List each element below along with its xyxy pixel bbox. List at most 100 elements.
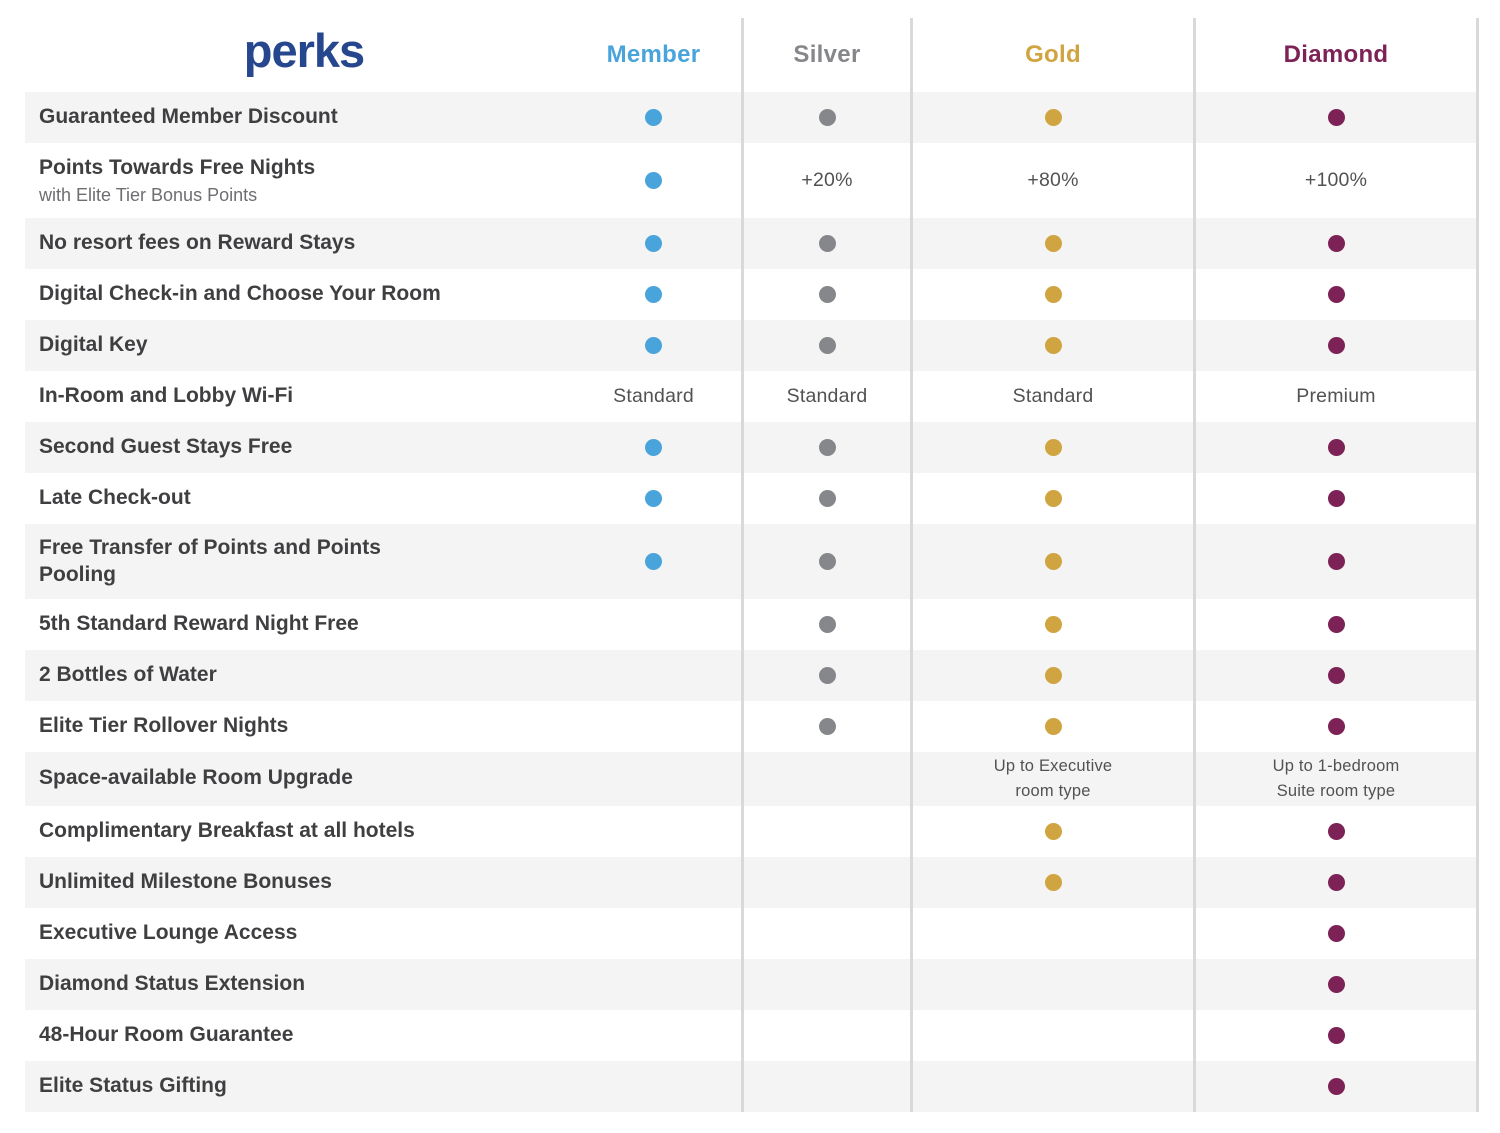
gold-cell (913, 524, 1196, 599)
table-row: Late Check-out (25, 473, 1479, 524)
column-header-diamond-label: Diamond (1283, 41, 1389, 68)
diamond-dot-icon (1327, 1026, 1345, 1044)
silver-cell (744, 524, 913, 599)
diamond-cell (1196, 805, 1479, 857)
member-dot-icon (645, 490, 662, 507)
member-cell (566, 907, 744, 959)
perk-label: Complimentary Breakfast at all hotels (39, 818, 415, 842)
silver-cell (744, 650, 913, 701)
member-dot-icon (645, 286, 662, 303)
diamond-cell (1196, 1009, 1479, 1061)
diamond-dot-icon (1327, 718, 1345, 735)
silver-cell (744, 752, 913, 806)
table-row: Executive Lounge Access (25, 907, 1479, 959)
perk-label-cell: Diamond Status Extension (25, 959, 566, 1010)
diamond-cell: Premium (1196, 371, 1479, 422)
silver-cell: +20% (744, 143, 913, 218)
member-cell (566, 650, 744, 701)
diamond-cell (1196, 269, 1479, 320)
silver-cell-value: Standard (786, 385, 868, 407)
column-header-member: Member (566, 18, 744, 92)
diamond-cell (1196, 473, 1479, 524)
gold-cell (913, 650, 1196, 701)
silver-dot-icon (818, 553, 836, 570)
diamond-cell-value: +100% (1304, 169, 1368, 191)
silver-cell (744, 1060, 913, 1112)
gold-dot-icon (1044, 873, 1062, 891)
gold-dot-icon (1044, 490, 1062, 507)
perk-label-cell: 5th Standard Reward Night Free (25, 599, 566, 650)
column-header-gold-label: Gold (1025, 41, 1081, 68)
table-row: 48-Hour Room Guarantee (25, 1009, 1479, 1061)
column-header-diamond: Diamond (1196, 18, 1479, 92)
diamond-dot-icon (1327, 286, 1345, 303)
gold-cell (913, 92, 1196, 143)
gold-dot-icon (1044, 553, 1062, 570)
page-title: perks (243, 24, 365, 77)
perk-label-cell: Complimentary Breakfast at all hotels (25, 806, 566, 857)
member-cell (566, 752, 744, 806)
perk-label-cell: 48-Hour Room Guarantee (25, 1010, 566, 1061)
silver-dot-icon (818, 616, 836, 633)
gold-dot-icon (1044, 439, 1062, 456)
gold-dot-icon (1044, 337, 1062, 354)
member-cell (566, 1060, 744, 1112)
gold-dot-icon (1044, 822, 1062, 840)
table-row: Second Guest Stays Free (25, 422, 1479, 473)
perk-label: Late Check-out (39, 486, 191, 510)
silver-cell (744, 1009, 913, 1061)
silver-cell (744, 805, 913, 857)
table-row: Free Transfer of Points and Points Pooli… (25, 524, 1479, 599)
perk-label: Second Guest Stays Free (39, 435, 293, 459)
perks-comparison-table: perks Member Silver Gold Diamond Guarant… (25, 0, 1479, 1112)
silver-dot-icon (818, 109, 836, 126)
diamond-cell (1196, 320, 1479, 371)
table-row: 2 Bottles of Water (25, 650, 1479, 701)
silver-cell (744, 473, 913, 524)
member-cell (566, 599, 744, 650)
silver-cell (744, 907, 913, 959)
column-header-gold: Gold (913, 18, 1196, 92)
gold-cell (913, 1060, 1196, 1112)
silver-dot-icon (818, 490, 836, 507)
silver-dot-icon (818, 718, 836, 735)
member-cell (566, 856, 744, 908)
table-row: Digital Check-in and Choose Your Room (25, 269, 1479, 320)
diamond-dot-icon (1327, 109, 1345, 126)
perk-sublabel: with Elite Tier Bonus Points (39, 184, 258, 205)
member-dot-icon (645, 235, 662, 252)
diamond-cell (1196, 422, 1479, 473)
perk-label: Unlimited Milestone Bonuses (39, 869, 332, 893)
table-row: Elite Tier Rollover Nights (25, 701, 1479, 752)
diamond-cell: Up to 1-bedroom Suite room type (1196, 752, 1479, 806)
member-cell (566, 473, 744, 524)
gold-cell (913, 701, 1196, 752)
diamond-cell (1196, 958, 1479, 1010)
gold-dot-icon (1044, 235, 1062, 252)
table-row: Digital Key (25, 320, 1479, 371)
perk-label: In-Room and Lobby Wi-Fi (39, 384, 294, 408)
gold-cell (913, 805, 1196, 857)
member-dot-icon (645, 337, 662, 354)
perk-label-cell: Executive Lounge Access (25, 908, 566, 959)
diamond-cell-value: Premium (1296, 385, 1376, 407)
perk-label-cell: Second Guest Stays Free (25, 422, 566, 473)
member-cell (566, 143, 744, 218)
diamond-cell (1196, 524, 1479, 599)
table-header-row: perks Member Silver Gold Diamond (25, 0, 1479, 92)
gold-dot-icon (1044, 667, 1062, 684)
perk-label: Digital Key (39, 333, 148, 357)
gold-cell: +80% (913, 143, 1196, 218)
diamond-dot-icon (1327, 975, 1345, 993)
member-cell (566, 701, 744, 752)
column-header-silver-label: Silver (793, 41, 861, 68)
perk-label: Diamond Status Extension (39, 971, 306, 995)
diamond-dot-icon (1327, 667, 1345, 684)
silver-cell (744, 958, 913, 1010)
table-row: Unlimited Milestone Bonuses (25, 856, 1479, 908)
diamond-dot-icon (1327, 1077, 1345, 1095)
member-cell (566, 422, 744, 473)
table-row: 5th Standard Reward Night Free (25, 599, 1479, 650)
silver-cell (744, 599, 913, 650)
diamond-cell (1196, 92, 1479, 143)
